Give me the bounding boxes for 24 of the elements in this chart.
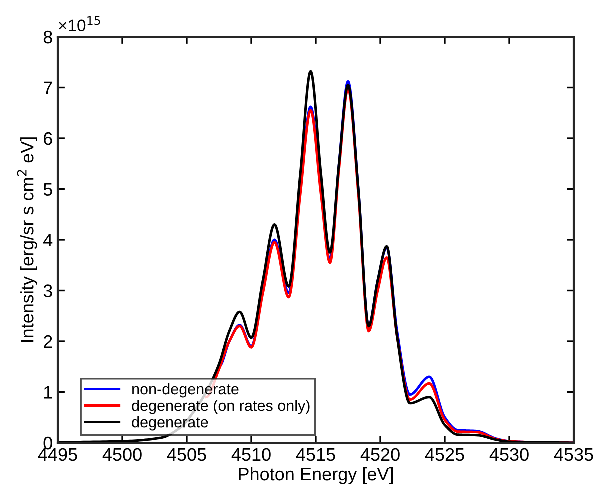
text: ×10$^{15}$	[59, 16, 100, 32]
x-axis-title: Photon Energy [eV]	[239, 467, 394, 484]
x-tick-label: 4500	[102, 448, 142, 462]
y-tick-label: 7	[44, 82, 52, 94]
y-axis-title: Intensity [erg/sr s cm$^{2}$ eV]	[17, 138, 38, 342]
y-tick-label: 2	[44, 335, 52, 348]
y-tick-label: 5	[44, 183, 52, 196]
y-tick-label: 0	[44, 436, 52, 450]
y-tick-label: 3	[44, 284, 52, 298]
legend-label: degenerate (on rates only)	[132, 400, 310, 414]
y-tick-label: 6	[44, 132, 52, 146]
y-tick-label: 1	[44, 386, 52, 399]
legend-label: non-degenerate	[132, 383, 239, 398]
x-tick-label: 4520	[360, 448, 400, 462]
legend-label: degenerate	[132, 416, 208, 431]
y-tick-label: 8	[44, 30, 52, 44]
x-tick-label: 4535	[554, 448, 594, 462]
x-tick-label: 4495	[38, 448, 78, 462]
y-tick-label: 4	[44, 234, 53, 247]
x-tick-label: 4510	[232, 448, 271, 462]
x-tick-label: 4525	[425, 448, 464, 462]
x-tick-label: 4530	[490, 448, 529, 462]
x-tick-label: 4515	[296, 448, 336, 462]
x-tick-label: 4505	[167, 448, 206, 462]
